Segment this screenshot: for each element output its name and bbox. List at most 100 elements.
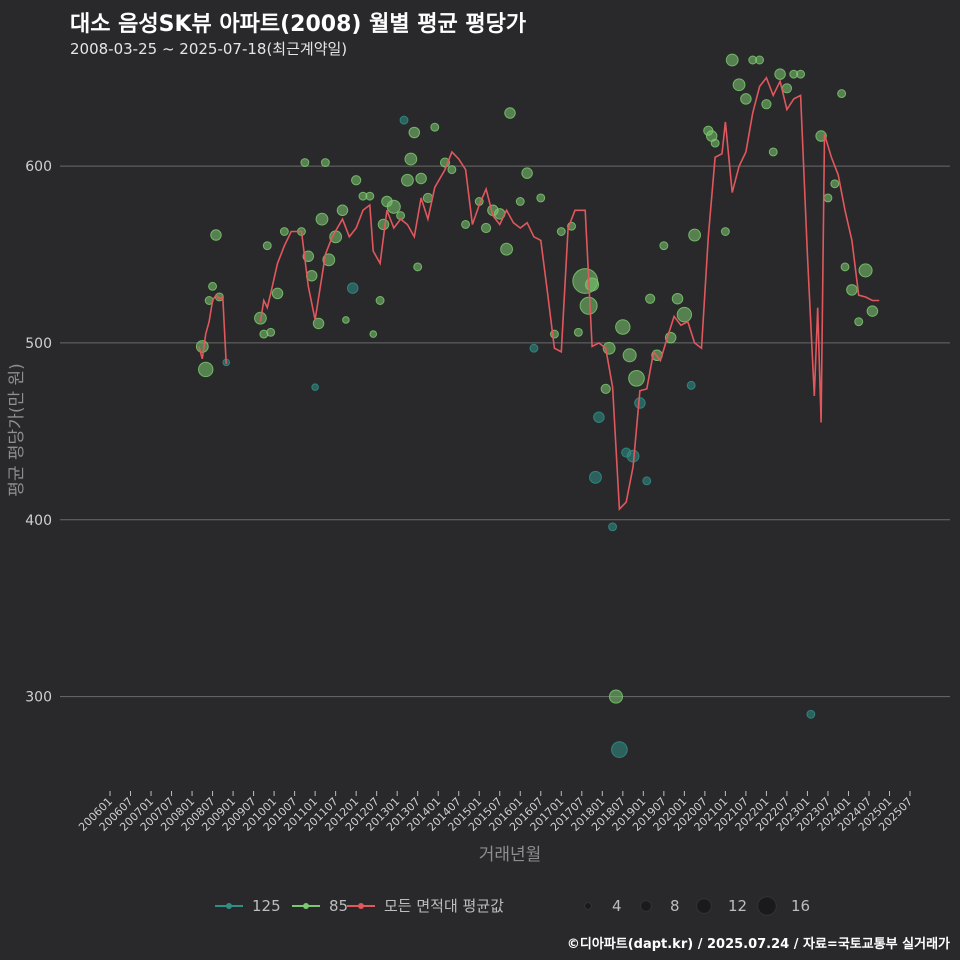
legend-label: 모든 면적대 평균값 (384, 897, 504, 915)
point-85 (262, 241, 272, 251)
point-85 (500, 242, 513, 256)
point-125 (642, 476, 652, 486)
point-85 (342, 316, 350, 324)
chart-title: 대소 음성SK뷰 아파트(2008) 월별 평균 평당가 (70, 12, 527, 37)
x-ticks: 2006012006072007012007072008012008072009… (76, 791, 915, 834)
avg-line-segment (259, 76, 880, 511)
point-125 (346, 282, 359, 294)
point-125 (311, 383, 319, 391)
point-85 (688, 228, 702, 242)
point-85 (720, 227, 730, 236)
legend-dot-1 (303, 903, 309, 909)
legend-size-circle (584, 902, 592, 910)
point-85 (774, 68, 786, 80)
point-85 (480, 222, 492, 234)
point-85 (322, 253, 336, 267)
legend: 125 85 모든 면적대 평균값 4 8 12 16 (215, 896, 810, 916)
point-85 (837, 89, 847, 99)
point-85 (846, 284, 858, 296)
point-85 (823, 193, 833, 203)
point-85 (408, 126, 421, 139)
point-85 (430, 122, 440, 132)
legend-size-label: 4 (612, 897, 622, 915)
point-85 (628, 369, 645, 387)
point-125 (806, 709, 816, 719)
point-85 (671, 292, 684, 305)
source-credit: ©디아파트(dapt.kr) / 2025.07.24 / 자료=국토교통부 실… (566, 937, 950, 952)
point-85 (320, 158, 330, 168)
point-85 (796, 69, 806, 79)
point-85 (740, 93, 752, 105)
legend-size-label: 16 (791, 897, 810, 915)
point-85 (732, 78, 746, 92)
point-125 (686, 380, 696, 390)
point-85 (840, 262, 850, 272)
point-85 (279, 227, 289, 236)
point-85 (195, 340, 209, 353)
point-85 (858, 263, 873, 278)
legend-size-label: 12 (728, 897, 747, 915)
point-85 (768, 147, 778, 157)
y-tick-label: 300 (25, 690, 52, 706)
point-85 (401, 173, 414, 187)
point-85 (351, 175, 362, 186)
point-85 (622, 348, 637, 363)
point-85 (312, 317, 325, 330)
y-tick-label: 400 (25, 513, 52, 529)
point-85 (315, 212, 329, 226)
legend-size-circle (757, 896, 777, 916)
point-85 (755, 55, 765, 65)
y-tick-label: 600 (25, 159, 52, 175)
point-85 (377, 218, 390, 231)
point-85 (608, 689, 624, 704)
point-85 (515, 197, 525, 206)
y-tick-label: 500 (25, 336, 52, 352)
chart-subtitle: 2008-03-25 ~ 2025-07-18(최근계약일) (70, 40, 348, 58)
grid (60, 165, 950, 698)
point-85 (369, 330, 378, 338)
point-85 (447, 165, 457, 175)
point-125 (608, 522, 618, 532)
x-axis-label: 거래년월 (479, 845, 542, 865)
point-85 (271, 287, 284, 300)
point-85 (573, 327, 583, 337)
legend-size-circle (640, 900, 652, 912)
point-85 (645, 293, 656, 304)
point-85 (600, 383, 611, 395)
legend-size-label: 8 (670, 897, 680, 915)
point-85 (536, 193, 546, 203)
point-85 (615, 319, 631, 335)
point-125 (529, 343, 539, 353)
point-85 (210, 229, 222, 241)
legend-label: 85 (329, 897, 348, 915)
point-85 (504, 107, 516, 119)
y-ticks: 300 400 500 600 (25, 159, 52, 705)
legend-size-circle (696, 898, 712, 914)
point-85 (375, 296, 385, 305)
point-125 (589, 470, 602, 484)
point-125 (399, 115, 409, 125)
point-85 (676, 306, 693, 323)
point-85 (266, 327, 276, 337)
point-85 (830, 179, 840, 189)
y-axis-label: 평균 평당가(만 원) (7, 363, 27, 497)
point-85 (413, 262, 423, 272)
point-85 (781, 83, 793, 94)
legend-dot-0 (226, 903, 232, 909)
point-85 (710, 138, 720, 148)
point-85 (208, 281, 218, 291)
point-85 (725, 53, 739, 67)
point-85 (461, 220, 471, 229)
point-85 (659, 241, 669, 251)
legend-dot-2 (358, 903, 364, 909)
legend-label: 125 (252, 897, 281, 915)
point-85 (579, 296, 598, 315)
scatter-points (195, 53, 879, 758)
point-85 (404, 152, 418, 166)
avg-line-segment (198, 293, 227, 365)
point-85 (866, 305, 879, 317)
point-85 (585, 277, 600, 292)
point-125 (593, 411, 605, 423)
point-85 (761, 99, 772, 110)
